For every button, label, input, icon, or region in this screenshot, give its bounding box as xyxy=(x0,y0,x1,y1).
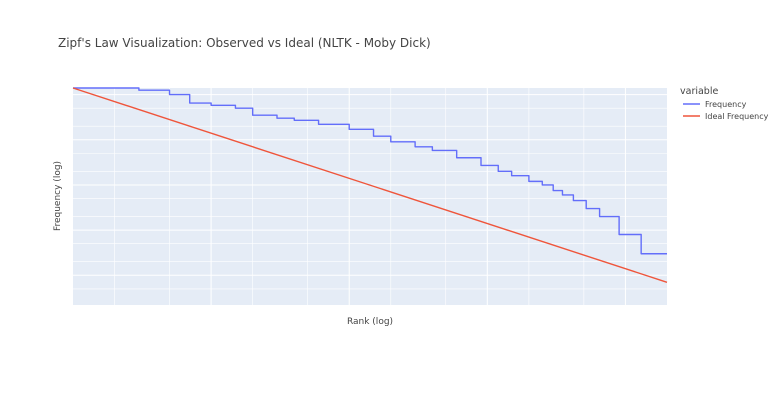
legend-title: variable xyxy=(680,86,718,97)
legend: variable Frequency Ideal Frequency xyxy=(680,86,769,121)
plot-area xyxy=(73,88,667,305)
y-axis-label: Frequency (log) xyxy=(53,161,63,231)
chart-title: Zipf's Law Visualization: Observed vs Id… xyxy=(58,36,431,50)
series-line-frequency[interactable] xyxy=(73,87,667,255)
legend-item-ideal-frequency[interactable]: Ideal Frequency xyxy=(705,112,769,121)
x-axis-label: Rank (log) xyxy=(347,317,393,327)
series-lines xyxy=(72,87,668,283)
series-line-ideal-frequency[interactable] xyxy=(72,87,668,283)
legend-item-frequency[interactable]: Frequency xyxy=(705,100,747,109)
